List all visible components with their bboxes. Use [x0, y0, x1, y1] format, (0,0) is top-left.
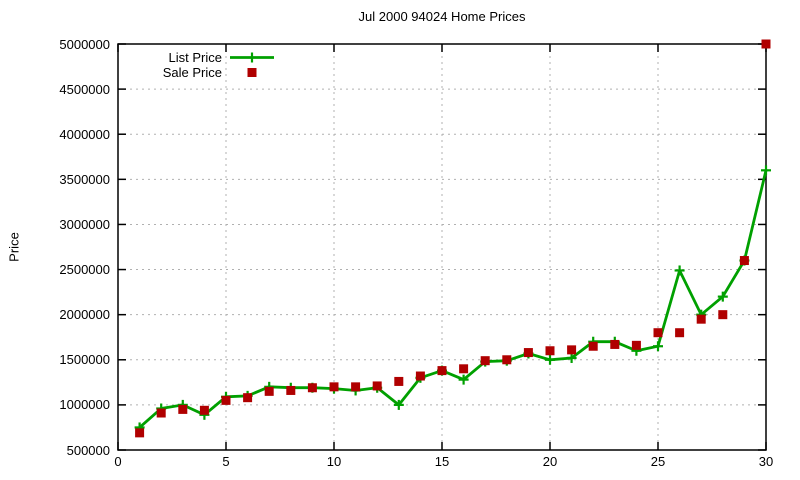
x-tick-label: 15 [434, 454, 450, 469]
chart-title: Jul 2000 94024 Home Prices [358, 9, 526, 24]
y-tick-label: 4000000 [59, 126, 110, 142]
y-tick-label: 4500000 [59, 81, 110, 97]
x-tick-label: 25 [650, 454, 666, 469]
x-tick-label: 20 [542, 454, 558, 469]
x-tick-label: 5 [222, 454, 230, 469]
x-tick-label: 30 [758, 454, 774, 469]
y-tick-label: 1000000 [59, 397, 110, 413]
legend-entry-sale-price: Sale Price [127, 65, 278, 80]
y-tick-label: 2000000 [59, 307, 110, 323]
legend: List Price Sale Price [127, 50, 278, 80]
y-tick-label: 5000000 [59, 36, 110, 52]
legend-entry-list-price: List Price [127, 50, 278, 65]
x-tick-label: 10 [326, 454, 342, 469]
x-tick-label: 0 [114, 454, 122, 469]
y-tick-label: 3500000 [59, 171, 110, 187]
y-tick-label: 500000 [66, 442, 110, 458]
y-tick-label: 3000000 [59, 216, 110, 232]
y-tick-label: 2500000 [59, 262, 110, 278]
legend-label-list-price: List Price [168, 50, 222, 65]
y-axis-label: Price [6, 232, 22, 262]
y-tick-label: 1500000 [59, 352, 110, 368]
legend-label-sale-price: Sale Price [162, 65, 222, 80]
sale-price-sample-square-icon [247, 68, 257, 77]
list-price-sample-line-icon [230, 52, 274, 63]
